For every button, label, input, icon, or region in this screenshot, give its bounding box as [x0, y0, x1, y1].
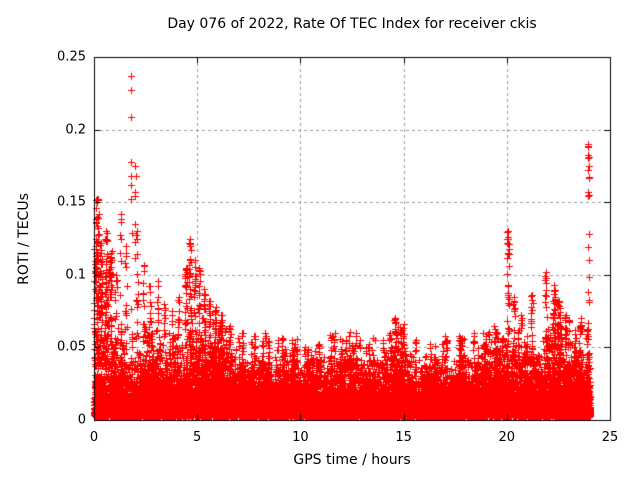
y-tick-label: 0.05 [57, 339, 86, 355]
x-tick-label: 0 [89, 430, 99, 445]
x-tick-label: 20 [498, 430, 516, 445]
y-axis-label: ROTI / TECUs [16, 193, 32, 285]
x-tick-label: 5 [193, 430, 202, 445]
y-tick-label: 0.25 [57, 49, 86, 65]
x-tick-label: 15 [395, 430, 412, 445]
y-tick-label: 0.1 [65, 267, 86, 283]
y-tick-label: 0.2 [65, 122, 86, 138]
y-tick-label: 0 [77, 412, 86, 428]
y-tick-label: 0.15 [57, 194, 86, 210]
x-axis-label: GPS time / hours [293, 452, 411, 468]
x-tick-label: 25 [601, 430, 619, 445]
chart-title: Day 076 of 2022, Rate Of TEC Index for r… [167, 16, 537, 32]
x-tick-label: 10 [292, 430, 309, 445]
